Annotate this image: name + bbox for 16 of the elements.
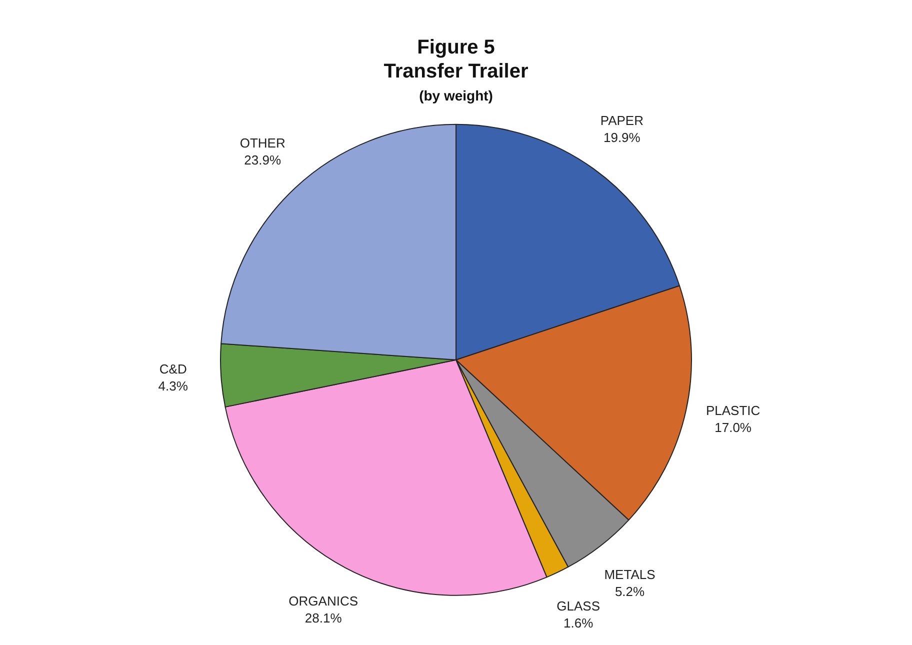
data-label: 17.0%	[714, 420, 752, 436]
data-label: 23.9%	[244, 152, 282, 168]
data-label: 19.9%	[603, 130, 641, 146]
slice-label: ORGANICS	[288, 594, 358, 609]
data-label: 28.1%	[304, 610, 342, 626]
slice-label: C&D	[159, 362, 187, 377]
slice-label: PAPER	[600, 113, 644, 128]
chart-subtitle: (by weight)	[419, 87, 493, 104]
data-label: 1.6%	[563, 616, 594, 631]
slice-label: OTHER	[240, 136, 286, 151]
data-label: 5.2%	[614, 584, 646, 599]
chart-title: Figure 5 Transfer Trailer	[384, 36, 528, 83]
slice-label: GLASS	[556, 598, 600, 614]
slice-label: PLASTIC	[706, 403, 760, 418]
slice-label: METALS	[604, 566, 656, 582]
data-label: 4.3%	[158, 378, 188, 394]
